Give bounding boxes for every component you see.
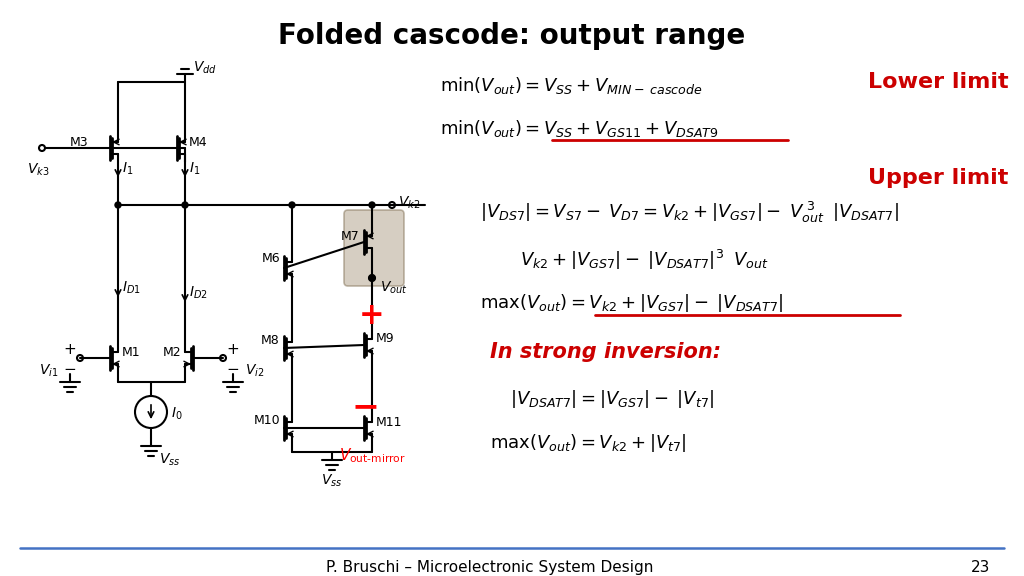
Circle shape bbox=[369, 275, 375, 281]
Text: $+$: $+$ bbox=[63, 342, 77, 357]
Text: $V_{ss}$: $V_{ss}$ bbox=[322, 473, 343, 490]
Text: $V_{k2} + |V_{GS7}|-\; |V_{DSAT7}|^3\;\; V_{out}$: $V_{k2} + |V_{GS7}|-\; |V_{DSAT7}|^3\;\;… bbox=[520, 248, 769, 272]
Circle shape bbox=[115, 202, 121, 208]
Text: $I_{D1}$: $I_{D1}$ bbox=[122, 280, 141, 297]
Text: M4: M4 bbox=[189, 137, 208, 150]
Text: $I_0$: $I_0$ bbox=[171, 406, 182, 422]
Text: $V_\mathrm{out\text{-}mirror}$: $V_\mathrm{out\text{-}mirror}$ bbox=[339, 446, 406, 465]
Text: $-$: $-$ bbox=[226, 361, 240, 376]
Text: $\max(V_{out})= V_{k2} + |V_{GS7}|-\; |V_{DSAT7}|$: $\max(V_{out})= V_{k2} + |V_{GS7}|-\; |V… bbox=[480, 292, 783, 314]
Text: $V_{k2}$: $V_{k2}$ bbox=[398, 195, 420, 211]
Text: $\bf{+}$: $\bf{+}$ bbox=[357, 301, 382, 329]
Text: Lower limit: Lower limit bbox=[868, 72, 1009, 92]
Text: $+$: $+$ bbox=[226, 342, 240, 357]
Circle shape bbox=[289, 202, 295, 208]
Circle shape bbox=[182, 202, 188, 208]
Text: $V_{out}$: $V_{out}$ bbox=[380, 280, 408, 297]
Text: 23: 23 bbox=[971, 560, 990, 575]
Text: Folded cascode: output range: Folded cascode: output range bbox=[279, 22, 745, 50]
Text: P. Bruschi – Microelectronic System Design: P. Bruschi – Microelectronic System Desi… bbox=[327, 560, 653, 575]
FancyBboxPatch shape bbox=[344, 210, 404, 286]
Text: M1: M1 bbox=[122, 347, 140, 359]
Text: $I_1$: $I_1$ bbox=[122, 161, 133, 177]
Text: $-$: $-$ bbox=[63, 361, 77, 376]
Text: In strong inversion:: In strong inversion: bbox=[490, 342, 721, 362]
Text: $\min(V_{out})= V_{SS} + V_{GS11} + V_{DSAT9}$: $\min(V_{out})= V_{SS} + V_{GS11} + V_{D… bbox=[440, 118, 719, 139]
Text: $V_{i2}$: $V_{i2}$ bbox=[245, 363, 264, 380]
Text: $V_{k3}$: $V_{k3}$ bbox=[27, 162, 49, 179]
Text: $|V_{DS7}|= V_{S7}-\; V_{D7} = V_{k2} + |V_{GS7}|-\; V_{out}^{\;3}\;\; |V_{DSAT7: $|V_{DS7}|= V_{S7}-\; V_{D7} = V_{k2} + … bbox=[480, 200, 899, 225]
Text: M2: M2 bbox=[163, 347, 181, 359]
Text: $\bf{-}$: $\bf{-}$ bbox=[351, 389, 377, 423]
Text: $\max(V_{out})= V_{k2} + |V_{t7}|$: $\max(V_{out})= V_{k2} + |V_{t7}|$ bbox=[490, 432, 687, 454]
Text: M11: M11 bbox=[376, 415, 402, 429]
Text: M3: M3 bbox=[70, 137, 88, 150]
Text: $|V_{DSAT7}|= |V_{GS7}|-\; |V_{t7}|$: $|V_{DSAT7}|= |V_{GS7}|-\; |V_{t7}|$ bbox=[510, 388, 715, 410]
Text: M9: M9 bbox=[376, 332, 394, 346]
Text: M10: M10 bbox=[253, 414, 280, 426]
Text: $I_1$: $I_1$ bbox=[189, 161, 201, 177]
Text: $V_{i1}$: $V_{i1}$ bbox=[39, 363, 58, 380]
Text: $V_{dd}$: $V_{dd}$ bbox=[193, 60, 217, 76]
Text: M7: M7 bbox=[341, 230, 360, 244]
Text: M6: M6 bbox=[261, 252, 280, 264]
Text: M8: M8 bbox=[261, 334, 280, 347]
Circle shape bbox=[369, 202, 375, 208]
Text: Upper limit: Upper limit bbox=[868, 168, 1009, 188]
Text: $V_{ss}$: $V_{ss}$ bbox=[159, 452, 180, 468]
Text: $\min(V_{out})= V_{SS} + V_{MIN-\;cascode}$: $\min(V_{out})= V_{SS} + V_{MIN-\;cascod… bbox=[440, 75, 702, 96]
Text: $I_{D2}$: $I_{D2}$ bbox=[189, 285, 208, 301]
